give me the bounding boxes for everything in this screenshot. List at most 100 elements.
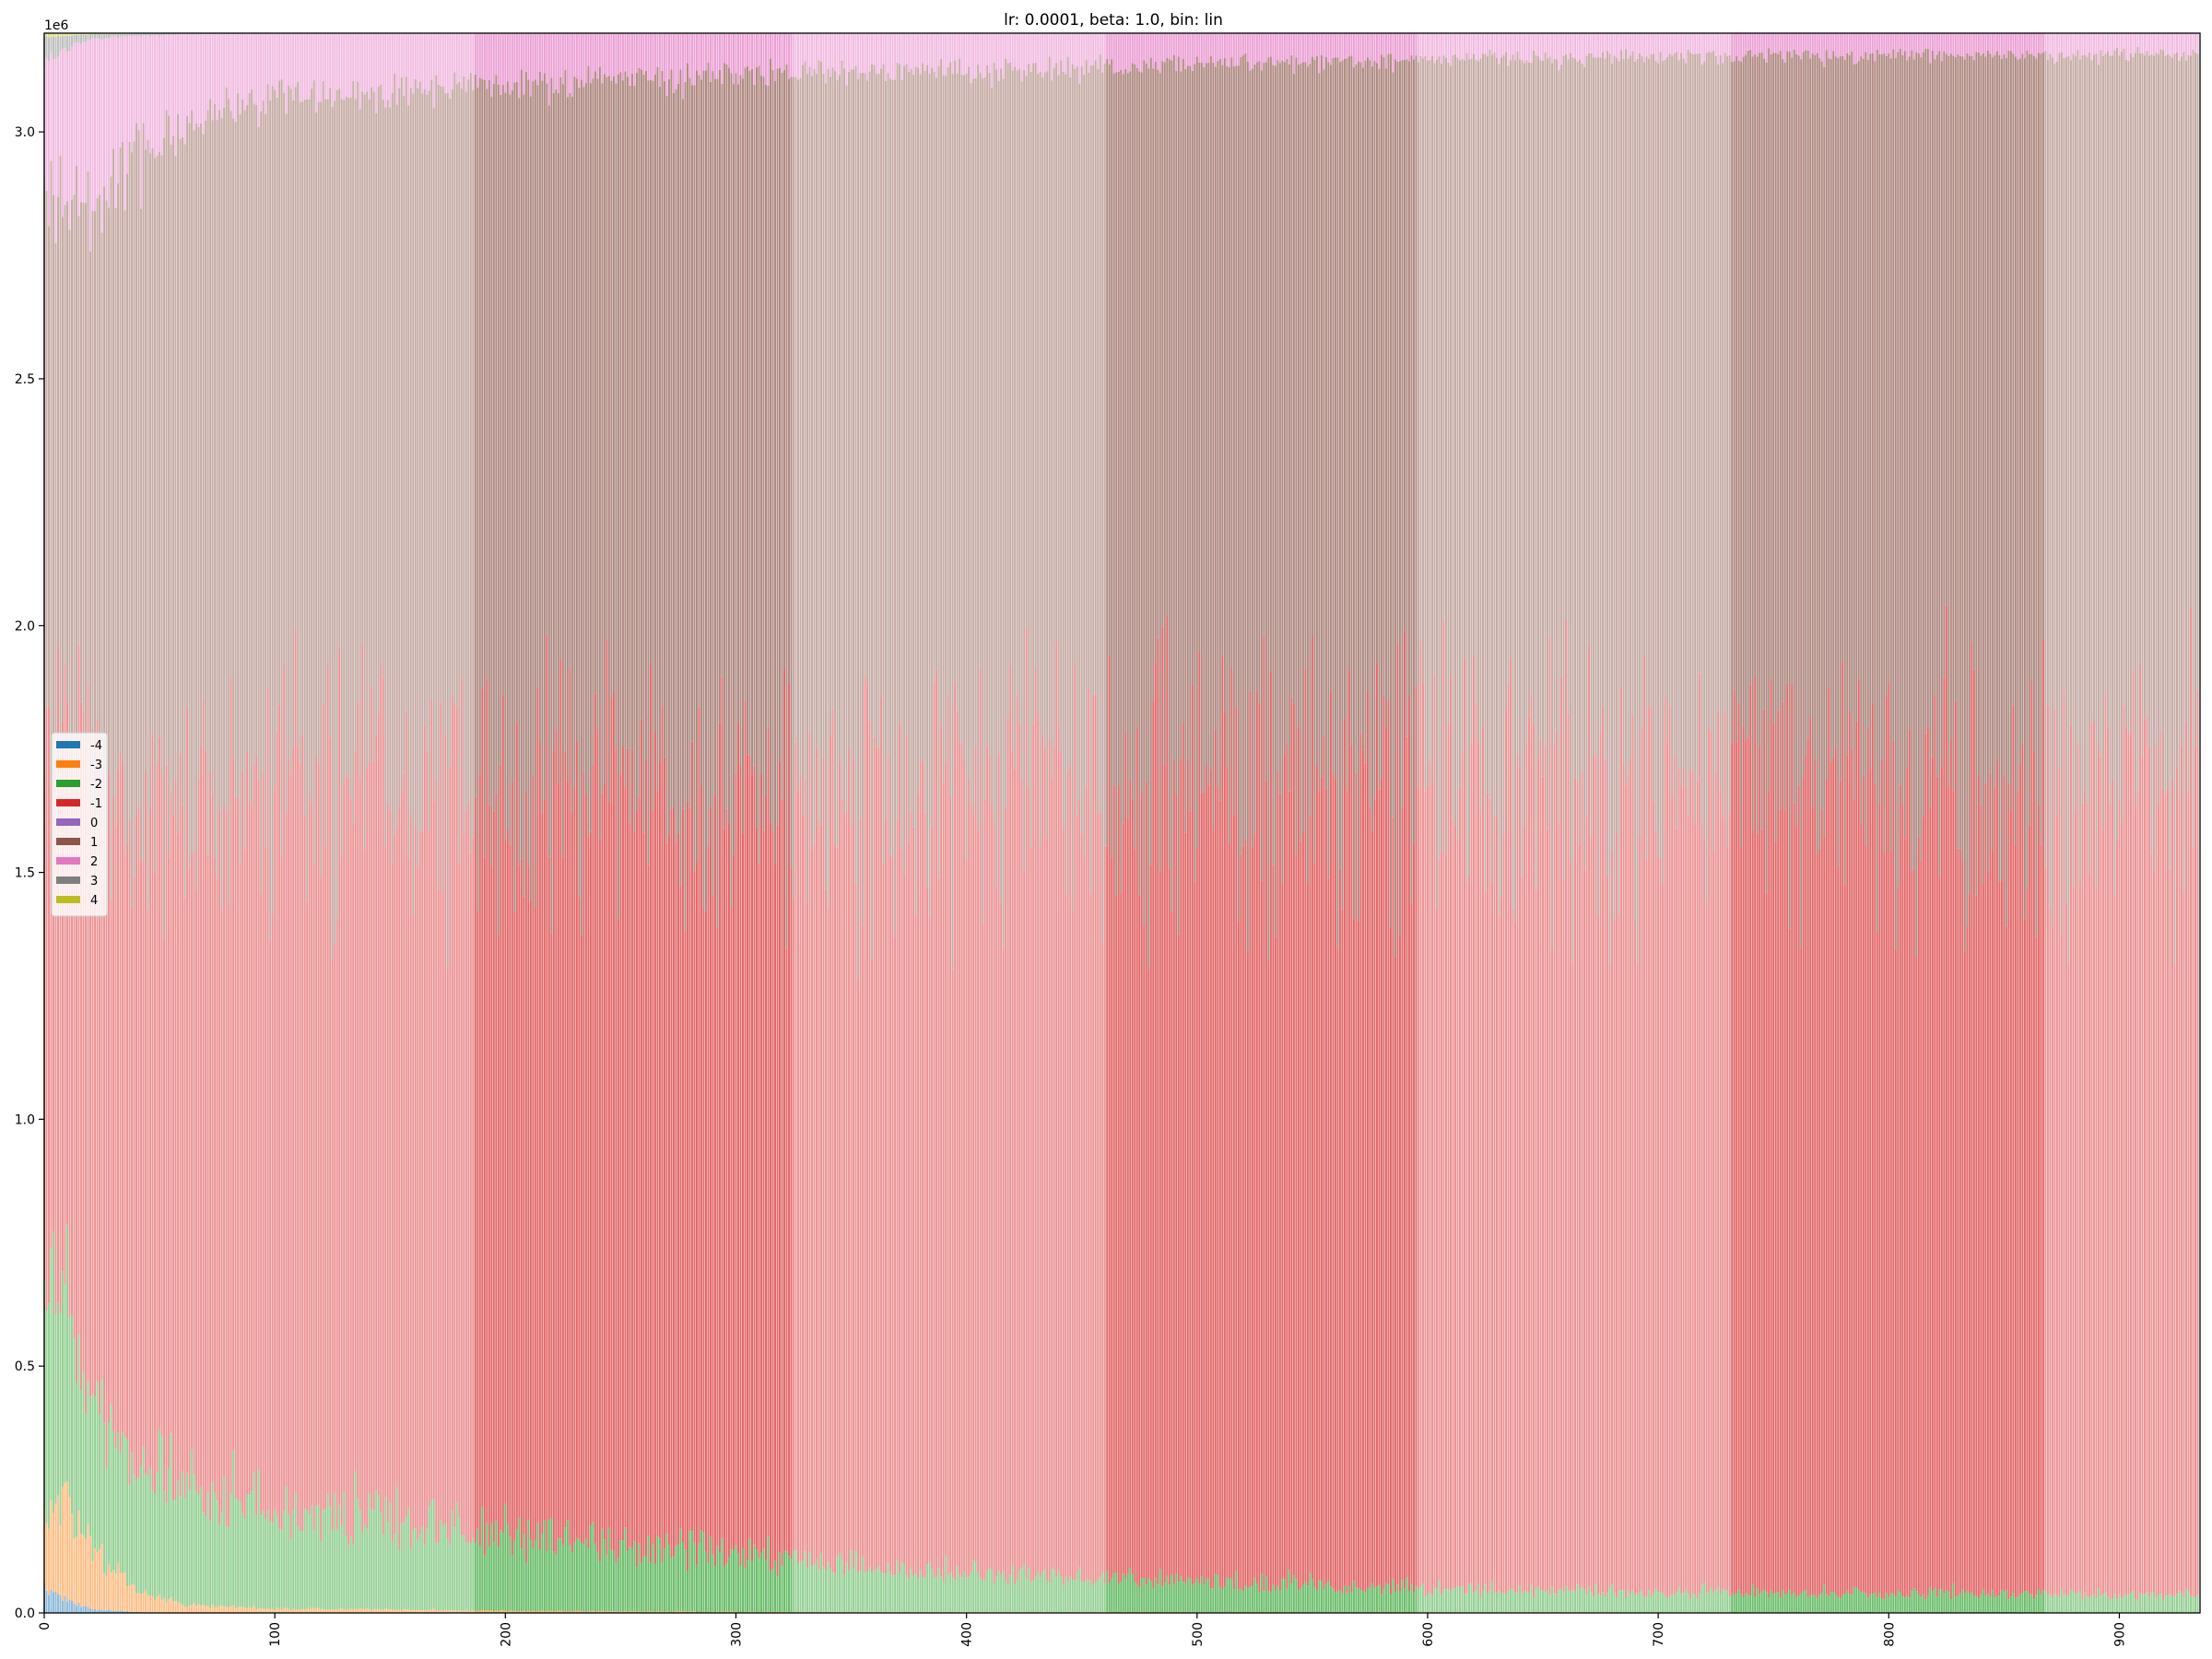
bar-segment xyxy=(1205,763,1207,1580)
bar-stack xyxy=(1338,33,1341,1613)
bar-segment xyxy=(596,33,599,79)
bar-stack xyxy=(197,33,200,1613)
bar-segment xyxy=(77,33,80,36)
bar-segment xyxy=(1332,33,1335,58)
bar-stack xyxy=(730,33,733,1613)
bar-segment xyxy=(1371,33,1373,66)
bar-segment xyxy=(619,773,622,1541)
bar-segment xyxy=(1228,843,1230,1580)
bar-segment xyxy=(891,33,894,80)
bar-segment xyxy=(783,70,786,668)
bar-segment xyxy=(492,1542,495,1612)
bar-segment xyxy=(771,69,774,831)
bar-segment xyxy=(251,1607,253,1613)
bar-segment xyxy=(813,842,816,1565)
bar-segment xyxy=(1101,33,1104,73)
bar-segment xyxy=(478,77,481,774)
bar-segment xyxy=(626,747,629,1552)
bar-segment xyxy=(827,906,830,1563)
bar-segment xyxy=(575,33,578,79)
bar-segment xyxy=(1145,63,1147,782)
bar-segment xyxy=(1138,895,1141,1588)
bar-segment xyxy=(538,1610,541,1613)
bar-segment xyxy=(490,865,493,1524)
bar-stack xyxy=(195,33,198,1613)
bar-segment xyxy=(486,88,488,680)
bar-segment xyxy=(100,232,103,772)
bar-segment xyxy=(114,207,117,826)
bar-segment xyxy=(280,854,283,1531)
bar-segment xyxy=(77,1334,80,1512)
bar-segment xyxy=(501,33,504,86)
bar-stack xyxy=(1292,33,1295,1613)
bar-segment xyxy=(241,33,244,100)
bar-segment xyxy=(983,76,986,798)
bar-segment xyxy=(603,33,606,75)
bar-segment xyxy=(1218,33,1221,59)
bar-segment xyxy=(200,123,203,748)
bar-stack xyxy=(841,33,843,1613)
bar-segment xyxy=(218,110,221,810)
bar-segment xyxy=(569,1545,571,1612)
bar-segment xyxy=(1265,1611,1267,1613)
bar-segment xyxy=(228,99,230,905)
bar-stack xyxy=(124,33,126,1613)
bar-segment xyxy=(785,947,788,1552)
bar-stack xyxy=(524,33,527,1613)
bar-segment xyxy=(237,798,240,1500)
bar-segment xyxy=(82,202,85,712)
bar-segment xyxy=(940,58,943,726)
bar-segment xyxy=(610,698,613,1550)
bar-segment xyxy=(156,763,159,1473)
bar-stack xyxy=(725,33,728,1613)
bar-segment xyxy=(1463,658,1465,1594)
bar-stack xyxy=(1449,33,1452,1613)
bar-stack xyxy=(910,33,912,1613)
bar-segment xyxy=(900,848,903,1563)
bar-segment xyxy=(395,1487,398,1610)
bar-segment xyxy=(647,1535,650,1612)
bar-segment xyxy=(718,69,721,724)
bar-segment xyxy=(575,740,578,1538)
bar-segment xyxy=(735,73,737,773)
bar-segment xyxy=(382,677,384,1535)
bar-segment xyxy=(954,681,957,1581)
bar-segment xyxy=(205,34,207,121)
bar-segment xyxy=(1101,1571,1104,1613)
bar-segment xyxy=(877,747,880,1567)
bar-segment xyxy=(497,1547,500,1612)
bar-segment xyxy=(248,801,251,1496)
bar-segment xyxy=(357,81,359,701)
bar-segment xyxy=(582,771,585,1545)
bar-stack xyxy=(179,33,182,1613)
bar-segment xyxy=(704,1551,707,1613)
bar-segment xyxy=(1357,921,1359,1589)
bar-segment xyxy=(924,812,926,1578)
bar-segment xyxy=(386,33,389,100)
bar-segment xyxy=(352,33,355,81)
bar-segment xyxy=(1182,1582,1184,1612)
bar-segment xyxy=(195,888,198,1491)
bar-segment xyxy=(165,764,168,1503)
bar-segment xyxy=(862,925,865,1557)
bar-segment xyxy=(1309,33,1312,65)
bar-stack xyxy=(329,33,332,1613)
bar-segment xyxy=(1421,683,1424,1584)
bar-segment xyxy=(606,1555,608,1612)
bar-segment xyxy=(1232,33,1235,67)
bar-segment xyxy=(255,755,258,1516)
bar-segment xyxy=(1126,73,1129,818)
bar-segment xyxy=(1180,71,1182,760)
bar-segment xyxy=(53,762,55,1232)
bar-stack xyxy=(1253,33,1256,1613)
bar-segment xyxy=(165,33,168,35)
bar-segment xyxy=(463,833,465,1535)
bar-segment xyxy=(959,33,961,59)
bar-segment xyxy=(1246,952,1249,1588)
bar-segment xyxy=(977,1571,980,1613)
bar-segment xyxy=(105,1609,108,1613)
bar-segment xyxy=(1092,33,1095,65)
bar-segment xyxy=(126,843,129,1440)
bar-stack xyxy=(1417,33,1419,1613)
